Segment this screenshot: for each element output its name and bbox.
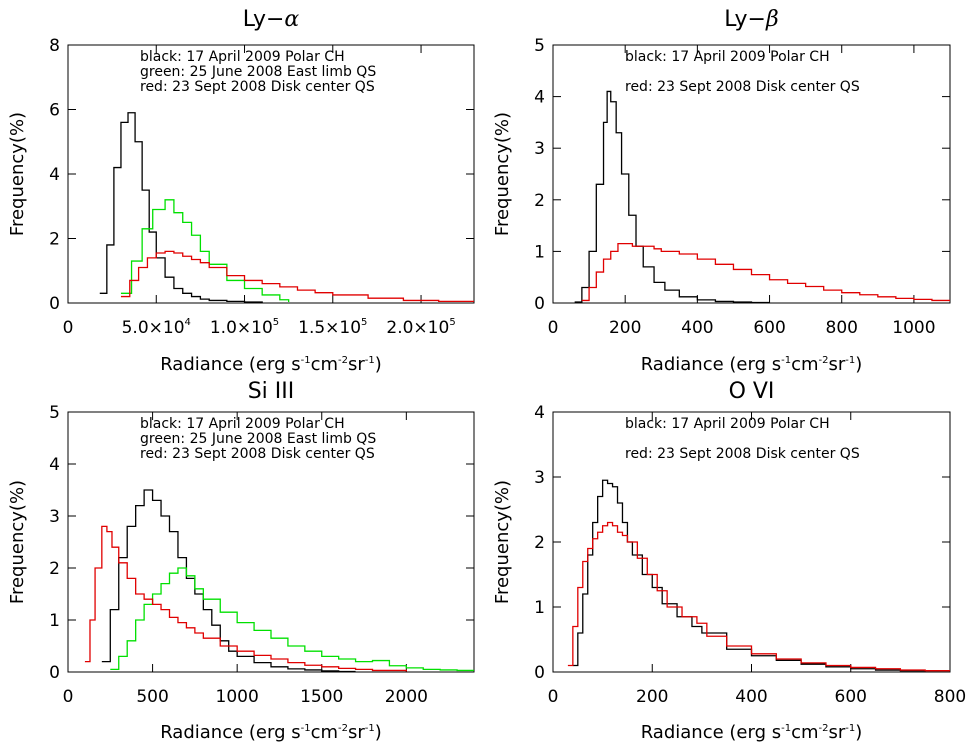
y-tick-label: 2: [534, 533, 545, 553]
y-tick-label: 0: [534, 663, 545, 683]
x-tick-label: 500: [136, 687, 168, 707]
x-tick-label: 800: [826, 318, 858, 338]
y-tick-label: 5: [49, 403, 60, 423]
legend-entry: black: 17 April 2009 Polar CH: [625, 49, 830, 65]
chart-panel-2: Ly−β 0 200 400 600 800 1000 0 1 2 3 4 5 Frequency(%) R…: [492, 7, 951, 375]
series-green: [110, 567, 474, 672]
chart-panel-1: Ly−α 0 5.0×104 1.0×105 1.5×105 2.0×105 0 2 4 6 8 Fr…: [7, 7, 475, 375]
y-tick-label: 0: [49, 663, 60, 683]
series-red: [120, 250, 474, 303]
series-red: [581, 243, 950, 302]
x-tick-label: 5.0×104: [122, 317, 191, 338]
series-black: [572, 479, 926, 672]
y-tick-label: 2: [534, 191, 545, 211]
x-tick-label: 600: [835, 687, 867, 707]
chart-panel-4: O VI 0 200 400 600 800 0 1 2 3 4 Frequency(%) Radian…: [492, 379, 966, 743]
legend-entry: green: 25 June 2008 East limb QS: [140, 64, 376, 80]
y-tick-label: 0: [534, 294, 545, 314]
x-axis-label: Radiance (erg s-1cm-2sr-1): [160, 354, 382, 375]
y-tick-label: 4: [534, 88, 545, 108]
legend-entry: black: 17 April 2009 Polar CH: [140, 49, 345, 65]
y-tick-label: 1: [534, 242, 545, 262]
x-tick-label: 1000: [216, 687, 259, 707]
series-black: [574, 90, 770, 303]
y-tick-label: 1: [49, 611, 60, 631]
y-axis-label: Frequency(%): [7, 480, 28, 604]
y-tick-label: 3: [534, 468, 545, 488]
y-tick-label: 3: [534, 139, 545, 159]
legend-entry: red: 23 Sept 2008 Disk center QS: [140, 446, 375, 462]
legend-entry: red: 23 Sept 2008 Disk center QS: [625, 79, 860, 95]
x-tick-label: 200: [636, 687, 668, 707]
x-tick-label: 0: [63, 318, 74, 338]
x-tick-label: 400: [735, 687, 767, 707]
plot-frame: [67, 411, 475, 673]
series-red: [567, 521, 950, 672]
x-tick-label: 2000: [385, 687, 428, 707]
y-tick-label: 2: [49, 230, 60, 250]
chart-title: Ly−α: [243, 7, 300, 32]
x-tick-label: 1000: [892, 318, 935, 338]
chart-title: Ly−β: [724, 7, 778, 32]
legend-entry: green: 25 June 2008 East limb QS: [140, 431, 376, 447]
x-tick-label: 600: [753, 318, 785, 338]
chart-title: Si III: [248, 379, 295, 404]
series-green: [120, 199, 290, 303]
chart-title: O VI: [729, 379, 775, 404]
y-tick-label: 2: [49, 559, 60, 579]
x-tick-label: 1500: [300, 687, 343, 707]
y-tick-label: 4: [49, 165, 60, 185]
legend-entry: black: 17 April 2009 Polar CH: [140, 416, 345, 432]
y-axis-label: Frequency(%): [492, 112, 513, 236]
legend-entry: black: 17 April 2009 Polar CH: [625, 416, 830, 432]
x-tick-label: 400: [681, 318, 713, 338]
y-tick-label: 4: [534, 403, 545, 423]
series-black: [99, 112, 263, 303]
series-black: [101, 489, 356, 672]
y-tick-label: 0: [49, 294, 60, 314]
x-tick-label: 200: [609, 318, 641, 338]
x-tick-label: 2.0×105: [386, 317, 455, 338]
x-tick-label: 0: [548, 687, 559, 707]
y-tick-label: 5: [534, 36, 545, 56]
series-red: [84, 525, 407, 672]
y-tick-label: 3: [49, 507, 60, 527]
y-tick-label: 6: [49, 101, 60, 121]
chart-panel-3: Si III 0 500 1000 1500 2000 0 1 2 3 4 5 Frequency(%)…: [7, 379, 475, 743]
x-axis-label: Radiance (erg s-1cm-2sr-1): [160, 722, 382, 743]
y-tick-label: 8: [49, 36, 60, 56]
x-tick-label: 1.0×105: [210, 317, 279, 338]
x-axis-label: Radiance (erg s-1cm-2sr-1): [641, 354, 863, 375]
y-axis-label: Frequency(%): [492, 480, 513, 604]
x-tick-label: 0: [63, 687, 74, 707]
legend-entry: red: 23 Sept 2008 Disk center QS: [625, 446, 860, 462]
legend-entry: red: 23 Sept 2008 Disk center QS: [140, 79, 375, 95]
x-axis-label: Radiance (erg s-1cm-2sr-1): [641, 722, 863, 743]
y-tick-label: 1: [534, 598, 545, 618]
y-tick-label: 4: [49, 455, 60, 475]
x-tick-label: 800: [934, 687, 966, 707]
y-axis-label: Frequency(%): [7, 112, 28, 236]
x-tick-label: 1.5×105: [298, 317, 367, 338]
x-tick-label: 0: [548, 318, 559, 338]
